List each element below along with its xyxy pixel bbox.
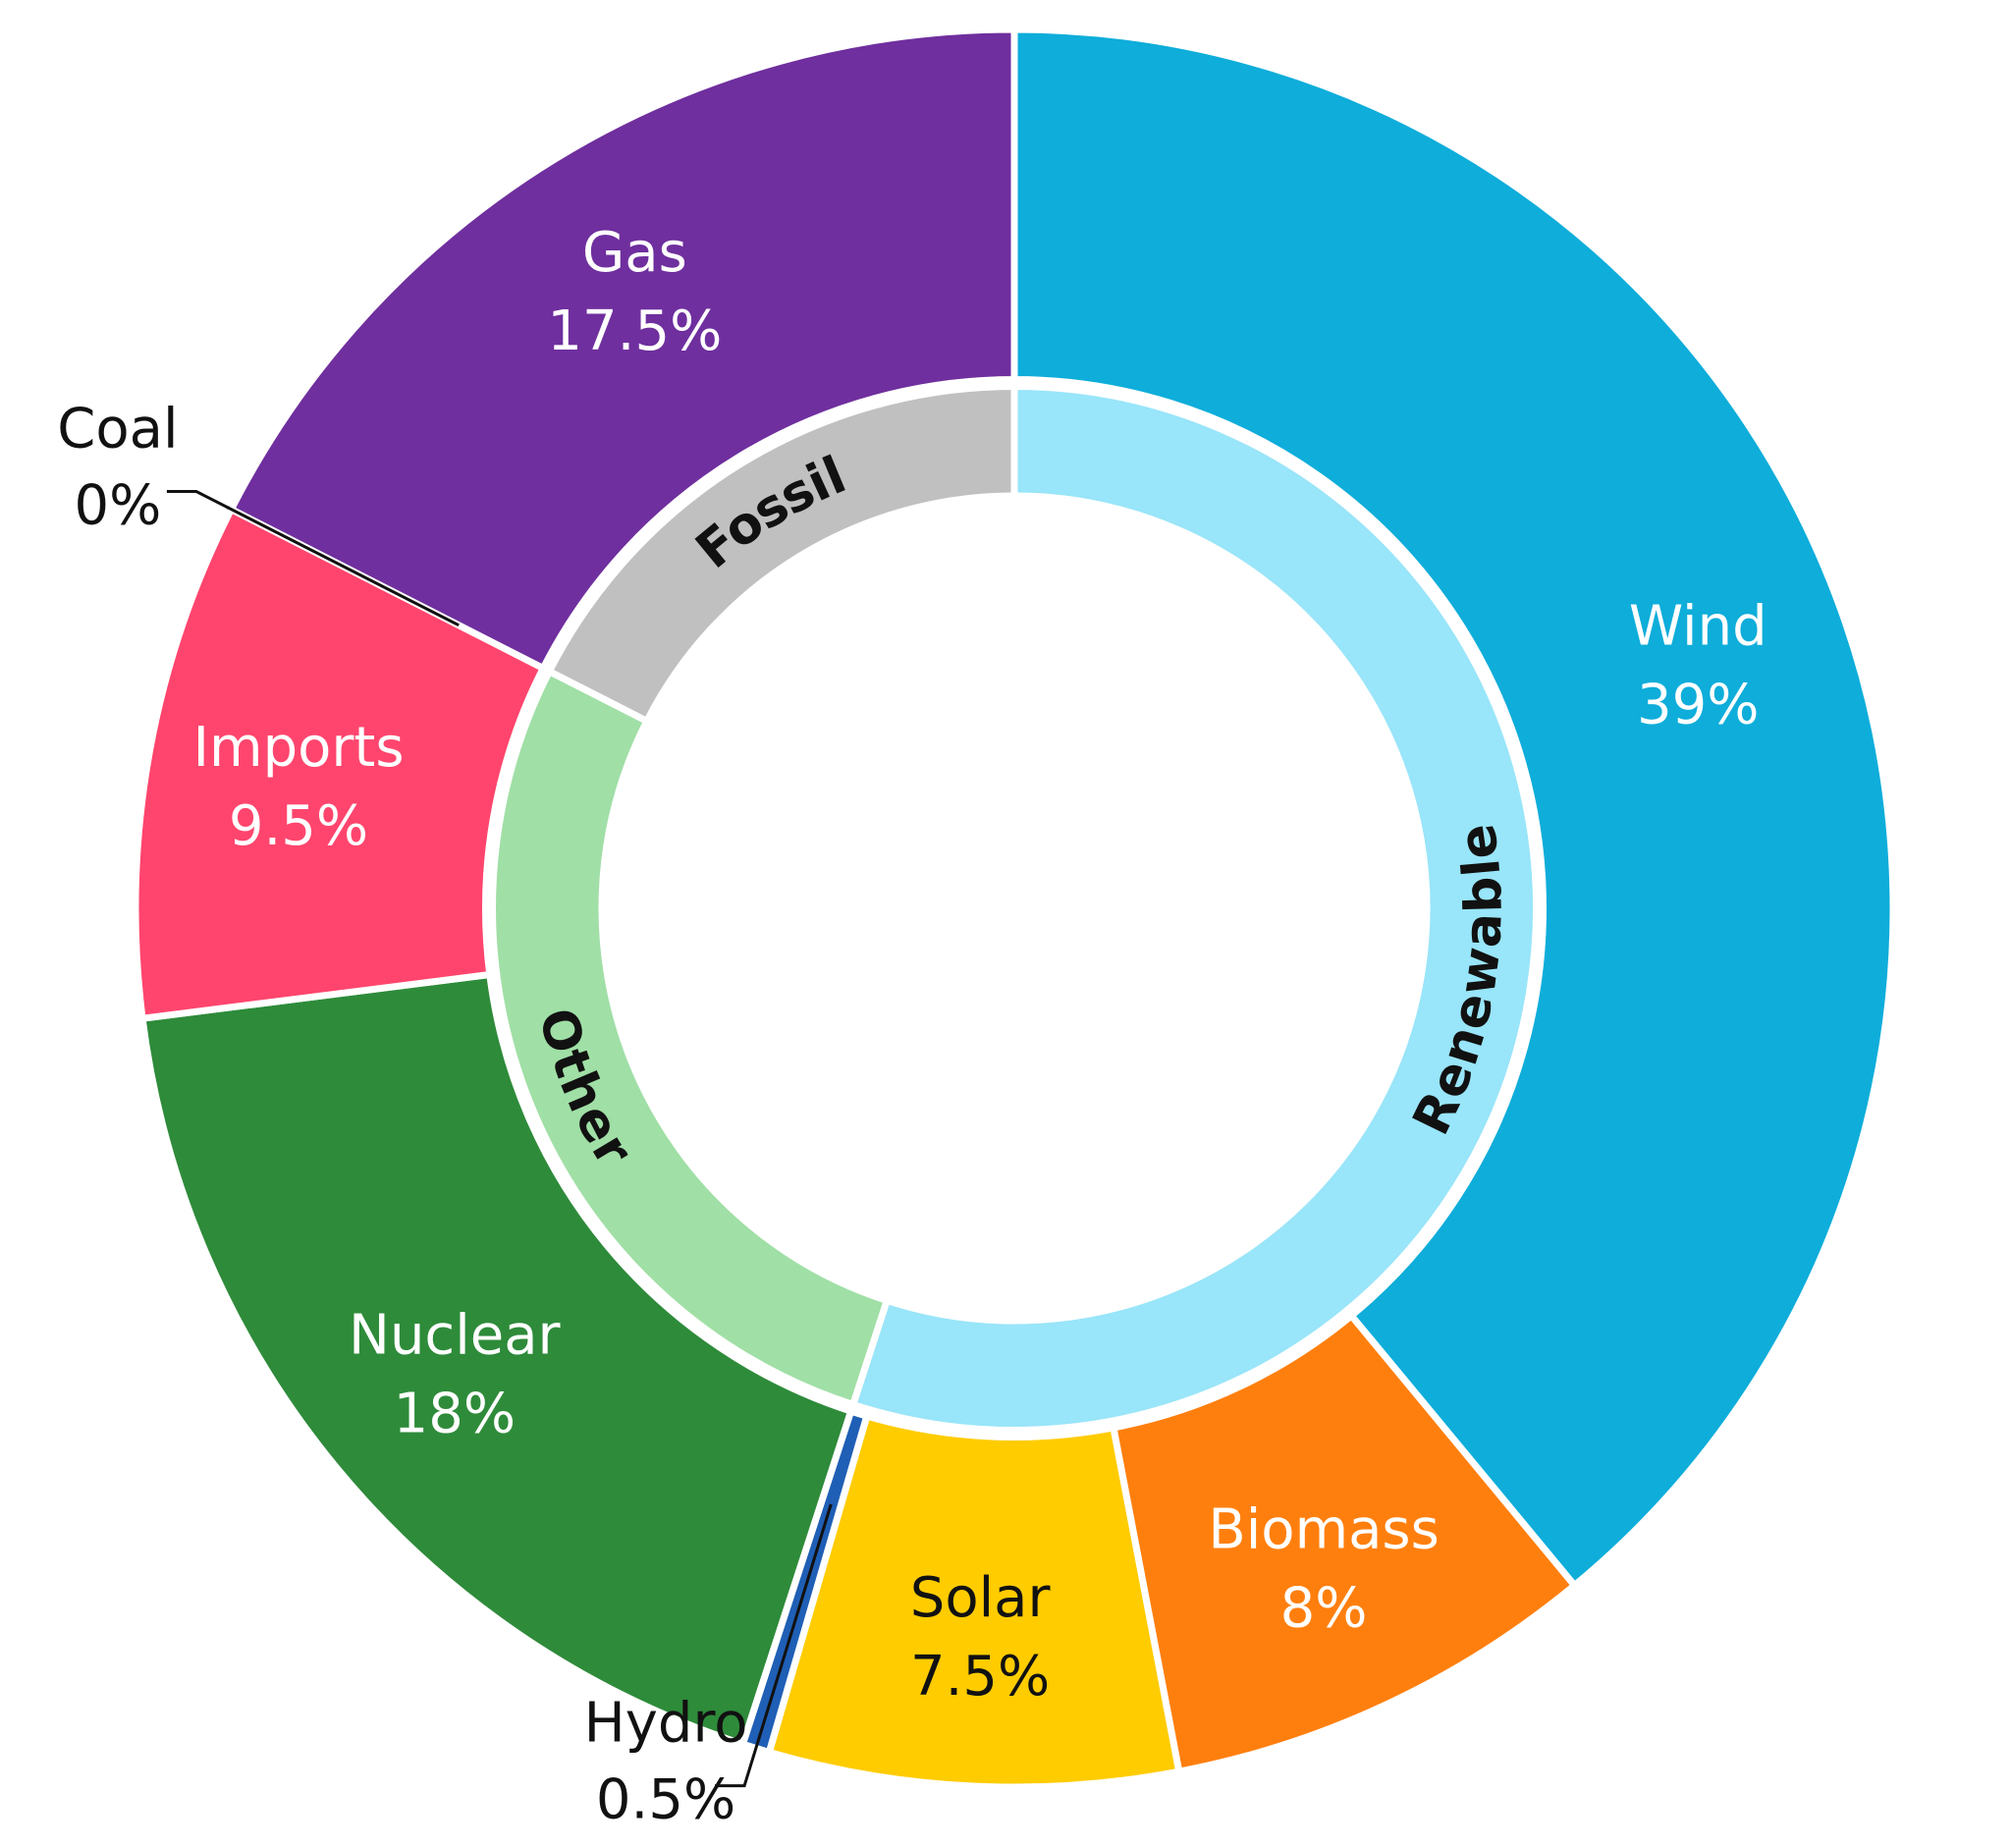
- outer-ring: [132, 26, 1897, 1791]
- inner-ring: [489, 382, 1540, 1434]
- slice-nuclear: [138, 970, 856, 1749]
- label-solar-name: Solar: [910, 1566, 1052, 1630]
- label-biomass-name: Biomass: [1208, 1498, 1439, 1562]
- label-nuclear-value: 18%: [394, 1383, 516, 1446]
- inner-slice-fossil: [544, 382, 1018, 727]
- callouts: Hydro 0.5% Coal 0%: [57, 398, 833, 1832]
- callout-line-coal: [166, 490, 460, 627]
- label-gas-value: 17.5%: [547, 299, 722, 363]
- callout-hydro-name: Hydro: [584, 1692, 748, 1756]
- label-wind-value: 39%: [1637, 673, 1759, 736]
- callout-hydro-value: 0.5%: [596, 1768, 735, 1832]
- callout-coal-name: Coal: [57, 398, 178, 462]
- label-wind-name: Wind: [1629, 594, 1767, 658]
- outer-labels: Wind 39% Biomass 8% Solar 7.5% Nuclear 18% Impor…: [193, 221, 1767, 1709]
- label-nuclear-name: Nuclear: [349, 1304, 562, 1368]
- label-solar-value: 7.5%: [910, 1645, 1050, 1709]
- slice-gas: [226, 26, 1018, 674]
- label-gas-name: Gas: [582, 221, 687, 285]
- slice-imports: [132, 504, 548, 1023]
- callout-coal-value: 0%: [74, 474, 161, 538]
- slice-wind: [1010, 26, 1897, 1591]
- label-imports-name: Imports: [193, 716, 405, 780]
- callout-line-hydro: [715, 1503, 833, 1788]
- slice-biomass: [1109, 1310, 1580, 1776]
- label-biomass-value: 8%: [1280, 1577, 1368, 1641]
- inner-slice-renewable: [848, 382, 1540, 1434]
- label-imports-value: 9.5%: [229, 794, 368, 858]
- inner-slice-other: [489, 666, 892, 1409]
